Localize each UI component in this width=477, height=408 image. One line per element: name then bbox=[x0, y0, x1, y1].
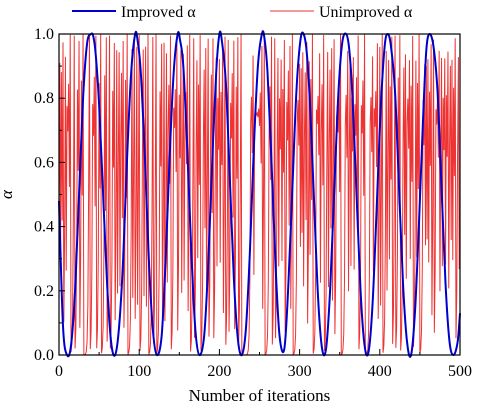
legend-label-unimproved: Unimproved α bbox=[319, 4, 413, 21]
legend: Improved α Unimproved α bbox=[72, 4, 413, 21]
y-tick-label: 1.0 bbox=[34, 26, 54, 43]
y-tick-label: 0.6 bbox=[34, 154, 54, 171]
x-tick-label: 300 bbox=[288, 363, 312, 380]
x-tick-label: 400 bbox=[368, 363, 392, 380]
series-layer bbox=[58, 30, 461, 358]
y-axis-title: α bbox=[0, 189, 16, 199]
x-tick-label: 100 bbox=[127, 363, 151, 380]
y-tick-label: 0.8 bbox=[34, 90, 54, 107]
x-tick-label: 200 bbox=[207, 363, 231, 380]
x-axis: 0 100 200 300 400 500 bbox=[55, 349, 472, 380]
y-tick-label: 0.0 bbox=[34, 347, 54, 364]
series-line-unimproved bbox=[58, 33, 460, 357]
x-axis-title: Number of iterations bbox=[189, 386, 331, 405]
x-tick-label: 0 bbox=[55, 363, 63, 380]
y-axis: 0.0 0.2 0.4 0.6 0.8 1.0 bbox=[34, 26, 65, 364]
series-line-improved bbox=[58, 30, 461, 358]
legend-label-improved: Improved α bbox=[121, 4, 196, 21]
y-tick-label: 0.4 bbox=[34, 219, 54, 236]
y-tick-label: 0.2 bbox=[34, 283, 54, 300]
x-tick-label: 500 bbox=[448, 363, 472, 380]
